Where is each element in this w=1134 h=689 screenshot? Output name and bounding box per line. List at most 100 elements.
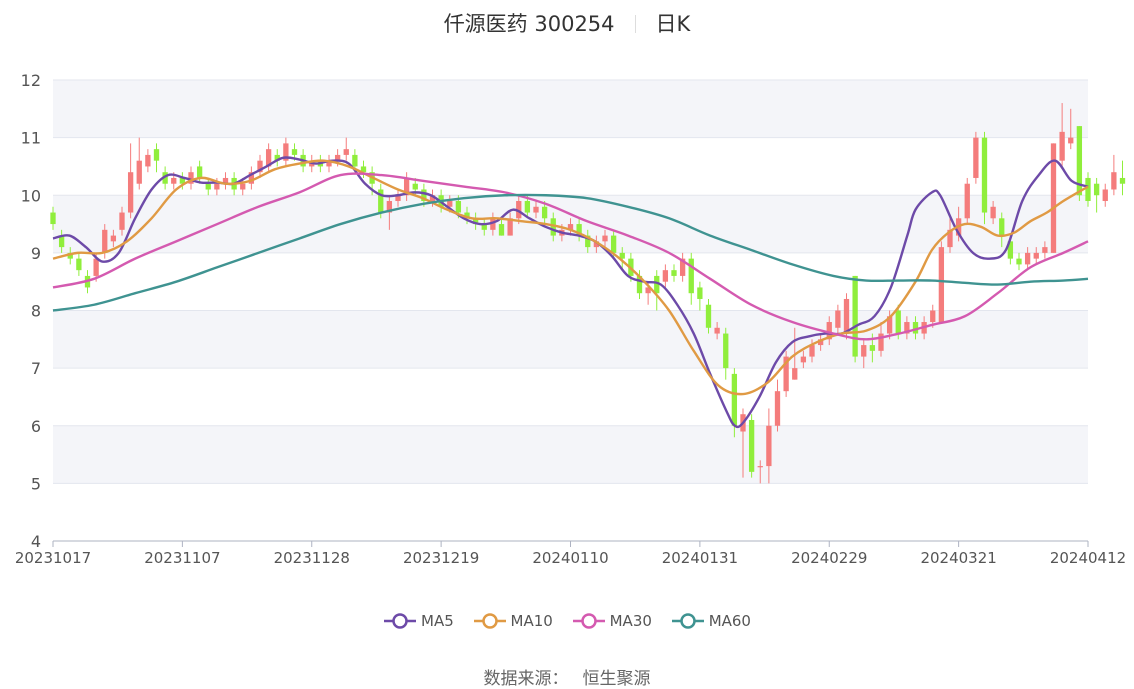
candle-body	[878, 333, 884, 351]
candle-body	[852, 275, 858, 357]
stock-title: 仟源医药 300254	[443, 12, 615, 36]
x-tick-label: 20240412	[1050, 549, 1126, 567]
y-tick-label: 12	[21, 71, 41, 90]
source-label: 数据来源：	[483, 669, 569, 689]
x-tick-label: 20240229	[791, 549, 867, 567]
x-tick-label: 20240110	[532, 549, 608, 567]
candle-body	[792, 368, 798, 380]
y-tick-label: 4	[31, 532, 41, 551]
candle-body	[585, 235, 591, 248]
candle-body	[222, 177, 229, 184]
candle-body	[679, 258, 686, 276]
legend-marker-ma5	[384, 613, 416, 629]
candle-body	[102, 229, 108, 253]
legend-item-ma10[interactable]: MA10	[473, 612, 553, 630]
candle-body	[93, 258, 99, 276]
candle-body	[886, 316, 893, 334]
candle-body	[1042, 247, 1048, 253]
candle-body	[240, 183, 246, 190]
legend-circle-ma5	[392, 613, 408, 629]
y-tick-label: 10	[21, 186, 41, 205]
candle-body	[861, 345, 867, 357]
candle-body	[360, 166, 367, 173]
candle-body	[1050, 143, 1057, 253]
candle-body	[283, 143, 289, 161]
candle-body	[464, 212, 470, 219]
candle-body	[1102, 189, 1108, 202]
period-label: 日K	[655, 12, 691, 36]
candle-body	[835, 310, 841, 328]
candle-body	[188, 172, 194, 184]
line-ma10	[52, 159, 1089, 396]
candle-body	[421, 189, 427, 202]
candle-body	[645, 287, 651, 294]
candle-body	[981, 137, 988, 213]
legend-item-ma5[interactable]: MA5	[383, 612, 454, 630]
candle-body	[145, 154, 151, 167]
candle-body	[334, 154, 341, 161]
candle-body	[67, 252, 73, 259]
legend-label-ma30: MA30	[609, 612, 652, 630]
legend-item-ma30[interactable]: MA30	[572, 612, 652, 630]
candle-body	[671, 270, 677, 276]
candle-body	[619, 252, 625, 259]
candle-body	[576, 224, 582, 236]
legend-marker-ma30	[572, 613, 605, 629]
candle-body	[343, 149, 349, 155]
candle-body	[447, 201, 453, 207]
y-tick-label: 6	[31, 417, 41, 436]
x-tick-label: 20231017	[15, 549, 91, 567]
candle-body	[662, 270, 669, 282]
candle-body	[567, 224, 574, 230]
candlestick-chart: 4 5 6 7 8 9 10 11 12 20231017 20231107 20231128 2023…	[15, 71, 1126, 567]
candle-body	[1076, 126, 1083, 196]
candle-body	[265, 149, 272, 167]
candle-body	[1093, 183, 1100, 196]
candle-body	[731, 373, 738, 426]
x-tick-label: 20231107	[144, 549, 220, 567]
candle-body	[257, 160, 263, 173]
candle-body	[386, 201, 393, 213]
candle-body	[58, 235, 65, 248]
candle-body	[1059, 131, 1065, 161]
candle-body	[490, 218, 496, 230]
candle-body	[723, 333, 729, 369]
candle-body	[50, 212, 56, 225]
candle-body	[930, 310, 936, 323]
candle-body	[757, 466, 763, 468]
y-tick-label: 5	[31, 474, 41, 493]
candle-body	[395, 195, 401, 202]
candle-body	[912, 322, 919, 334]
candle-body	[472, 218, 479, 225]
x-tick-label: 20240321	[920, 549, 996, 567]
candle-body	[412, 183, 418, 190]
candle-body	[291, 149, 298, 155]
legend-label-ma10: MA10	[510, 612, 553, 630]
candle-body	[800, 356, 807, 363]
x-tick-label: 20231128	[274, 549, 350, 567]
candle-body	[817, 339, 824, 346]
candle-body	[999, 218, 1005, 236]
plot-band	[53, 483, 1088, 541]
legend-circle-ma10	[481, 613, 498, 629]
candle-body	[766, 425, 772, 467]
candle-body	[697, 287, 703, 299]
candle-body	[162, 172, 168, 184]
candle-body	[826, 322, 832, 340]
legend-marker-ma60	[671, 613, 704, 629]
candle-body	[533, 206, 539, 213]
candle-body	[119, 212, 125, 230]
candle-body	[76, 258, 82, 271]
legend-circle-ma60	[679, 613, 696, 629]
candle-body	[196, 166, 203, 178]
candle-body	[610, 235, 617, 253]
candle-body	[869, 345, 876, 351]
candle-body	[153, 149, 160, 161]
legend-item-ma60[interactable]: MA60	[671, 612, 751, 630]
y-tick-label: 11	[21, 129, 41, 148]
candle-body	[498, 224, 505, 236]
candle-body	[714, 327, 720, 334]
candle-body	[507, 218, 513, 236]
candle-body	[1085, 177, 1091, 202]
y-tick-label: 9	[31, 244, 41, 263]
